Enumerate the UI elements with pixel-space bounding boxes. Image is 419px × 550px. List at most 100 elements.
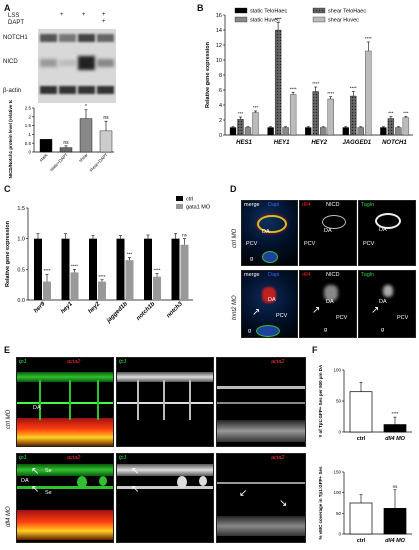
e-acta2-dll4: acta2 ↙ ↘ xyxy=(216,453,306,543)
band xyxy=(59,60,76,66)
d-tag-g: g xyxy=(381,327,385,333)
d-merge-tnnt2: merge Dapi DA PCV g ↗ xyxy=(241,270,298,338)
significance-label: **** xyxy=(327,91,334,96)
bar xyxy=(244,127,252,136)
bar xyxy=(380,127,387,136)
y-tick-label: 50 xyxy=(336,511,342,516)
e-tp1-dll4: tp1 ↖ ↖ xyxy=(116,453,214,543)
y-tick-label: 0.0 xyxy=(17,298,25,304)
band xyxy=(40,86,57,94)
y-tick-label: 16 xyxy=(216,13,222,19)
legend-entry: shear TeloHaec xyxy=(328,9,366,15)
bar xyxy=(116,238,125,300)
panel-f-letter: F xyxy=(312,345,318,355)
d-nicd-label: NICD xyxy=(326,202,340,208)
d-merge-label: merge xyxy=(244,202,260,208)
bar xyxy=(395,127,402,136)
western-blot xyxy=(38,29,116,103)
panel-a-chart: 0 0.5 1 1.5 2 2.5 NICD/Notch1 protein level (r… xyxy=(8,100,114,178)
lss-mark-3: + xyxy=(82,12,86,18)
x-tick-label: dll4 MO xyxy=(385,436,406,442)
band xyxy=(59,34,76,42)
d-tag-g: g xyxy=(250,256,254,262)
segment xyxy=(189,380,191,420)
da-ring xyxy=(375,213,401,229)
x-tick-label: ctrl xyxy=(357,538,366,544)
e-tp1-label: tp1 xyxy=(119,455,127,461)
x-tick-label: notch3 xyxy=(166,301,185,320)
y-tick-label: 1.0 xyxy=(17,237,25,243)
arrow-icon: ↖ xyxy=(131,484,140,495)
arrow-icon: ↗ xyxy=(312,305,321,316)
x-tick-label: HES1 xyxy=(236,140,252,146)
legend-swatch xyxy=(312,7,326,14)
y-tick-label: 0 xyxy=(338,430,341,435)
green-band xyxy=(17,464,113,476)
bar xyxy=(252,112,259,136)
bar xyxy=(79,118,93,153)
bar xyxy=(383,508,407,535)
line xyxy=(117,486,213,489)
significance-label: **** xyxy=(71,263,78,268)
bar xyxy=(383,424,407,433)
tagln-cluster xyxy=(383,285,393,297)
band xyxy=(78,86,95,94)
legend-swatch xyxy=(176,196,183,201)
x-tick-label: shear xyxy=(78,152,89,163)
d-tagln-label: Tagln xyxy=(361,272,375,278)
band xyxy=(59,86,76,94)
significance-label: ns xyxy=(63,140,69,146)
legend-entry: gata1 MO xyxy=(186,205,211,211)
panel-c-letter: C xyxy=(4,184,11,194)
d-tag-pcv: PCV xyxy=(336,315,348,321)
e-merge-ctrl: tp1 acta2 DA xyxy=(16,357,114,447)
y-tick-label: 0.5 xyxy=(25,141,32,146)
x-tick-label: static xyxy=(38,152,48,162)
bar xyxy=(229,127,237,136)
bar xyxy=(267,127,274,136)
blot-notch1-row xyxy=(40,31,114,45)
panel-d-letter: D xyxy=(230,184,237,194)
significance-label: ns xyxy=(103,115,109,121)
y-tick-label: 50 xyxy=(336,399,342,404)
red-cluster xyxy=(262,287,276,303)
significance-label: *** xyxy=(403,110,409,115)
d-nicd-label: NICD xyxy=(326,272,340,278)
bar xyxy=(153,276,161,300)
bar xyxy=(61,238,70,300)
bar xyxy=(349,502,373,535)
arrow-icon: ↘ xyxy=(279,498,288,509)
bar xyxy=(365,50,372,136)
bar xyxy=(282,127,289,136)
blot-actin-row xyxy=(40,83,114,97)
d-dapi-label: Dapi xyxy=(268,272,280,278)
significance-label: ns xyxy=(182,233,188,238)
d-dll4-label: dll4 xyxy=(302,272,311,278)
significance-label: *** xyxy=(127,252,133,257)
d-tag-da: DA xyxy=(379,227,387,233)
arrow-icon: ↖ xyxy=(131,466,140,477)
d-tag-da: DA xyxy=(324,228,332,234)
bar xyxy=(180,244,189,300)
significance-label: **** xyxy=(43,268,50,273)
bar xyxy=(43,281,51,300)
d-tag-da: DA xyxy=(268,297,276,303)
e-acta2-label: acta2 xyxy=(67,455,81,461)
band xyxy=(217,420,305,442)
g-blob xyxy=(256,325,280,337)
line xyxy=(217,386,305,389)
bar xyxy=(39,139,53,153)
bar xyxy=(99,130,113,153)
d-row-label-tnnt2: tnnt2 MO xyxy=(232,295,238,320)
d-nicd-tnnt2: dll4 NICD DA PCV g ↗ xyxy=(299,270,357,338)
bar xyxy=(357,127,364,136)
lss-label: LSS xyxy=(8,13,20,19)
y-tick-label: 8 xyxy=(219,73,222,79)
band xyxy=(78,34,95,42)
band xyxy=(97,86,114,94)
legend-swatch xyxy=(234,16,248,23)
e-row-label-dll4: dll4 MO xyxy=(6,506,12,527)
bar xyxy=(274,29,282,136)
line xyxy=(217,402,305,404)
band xyxy=(217,516,305,536)
